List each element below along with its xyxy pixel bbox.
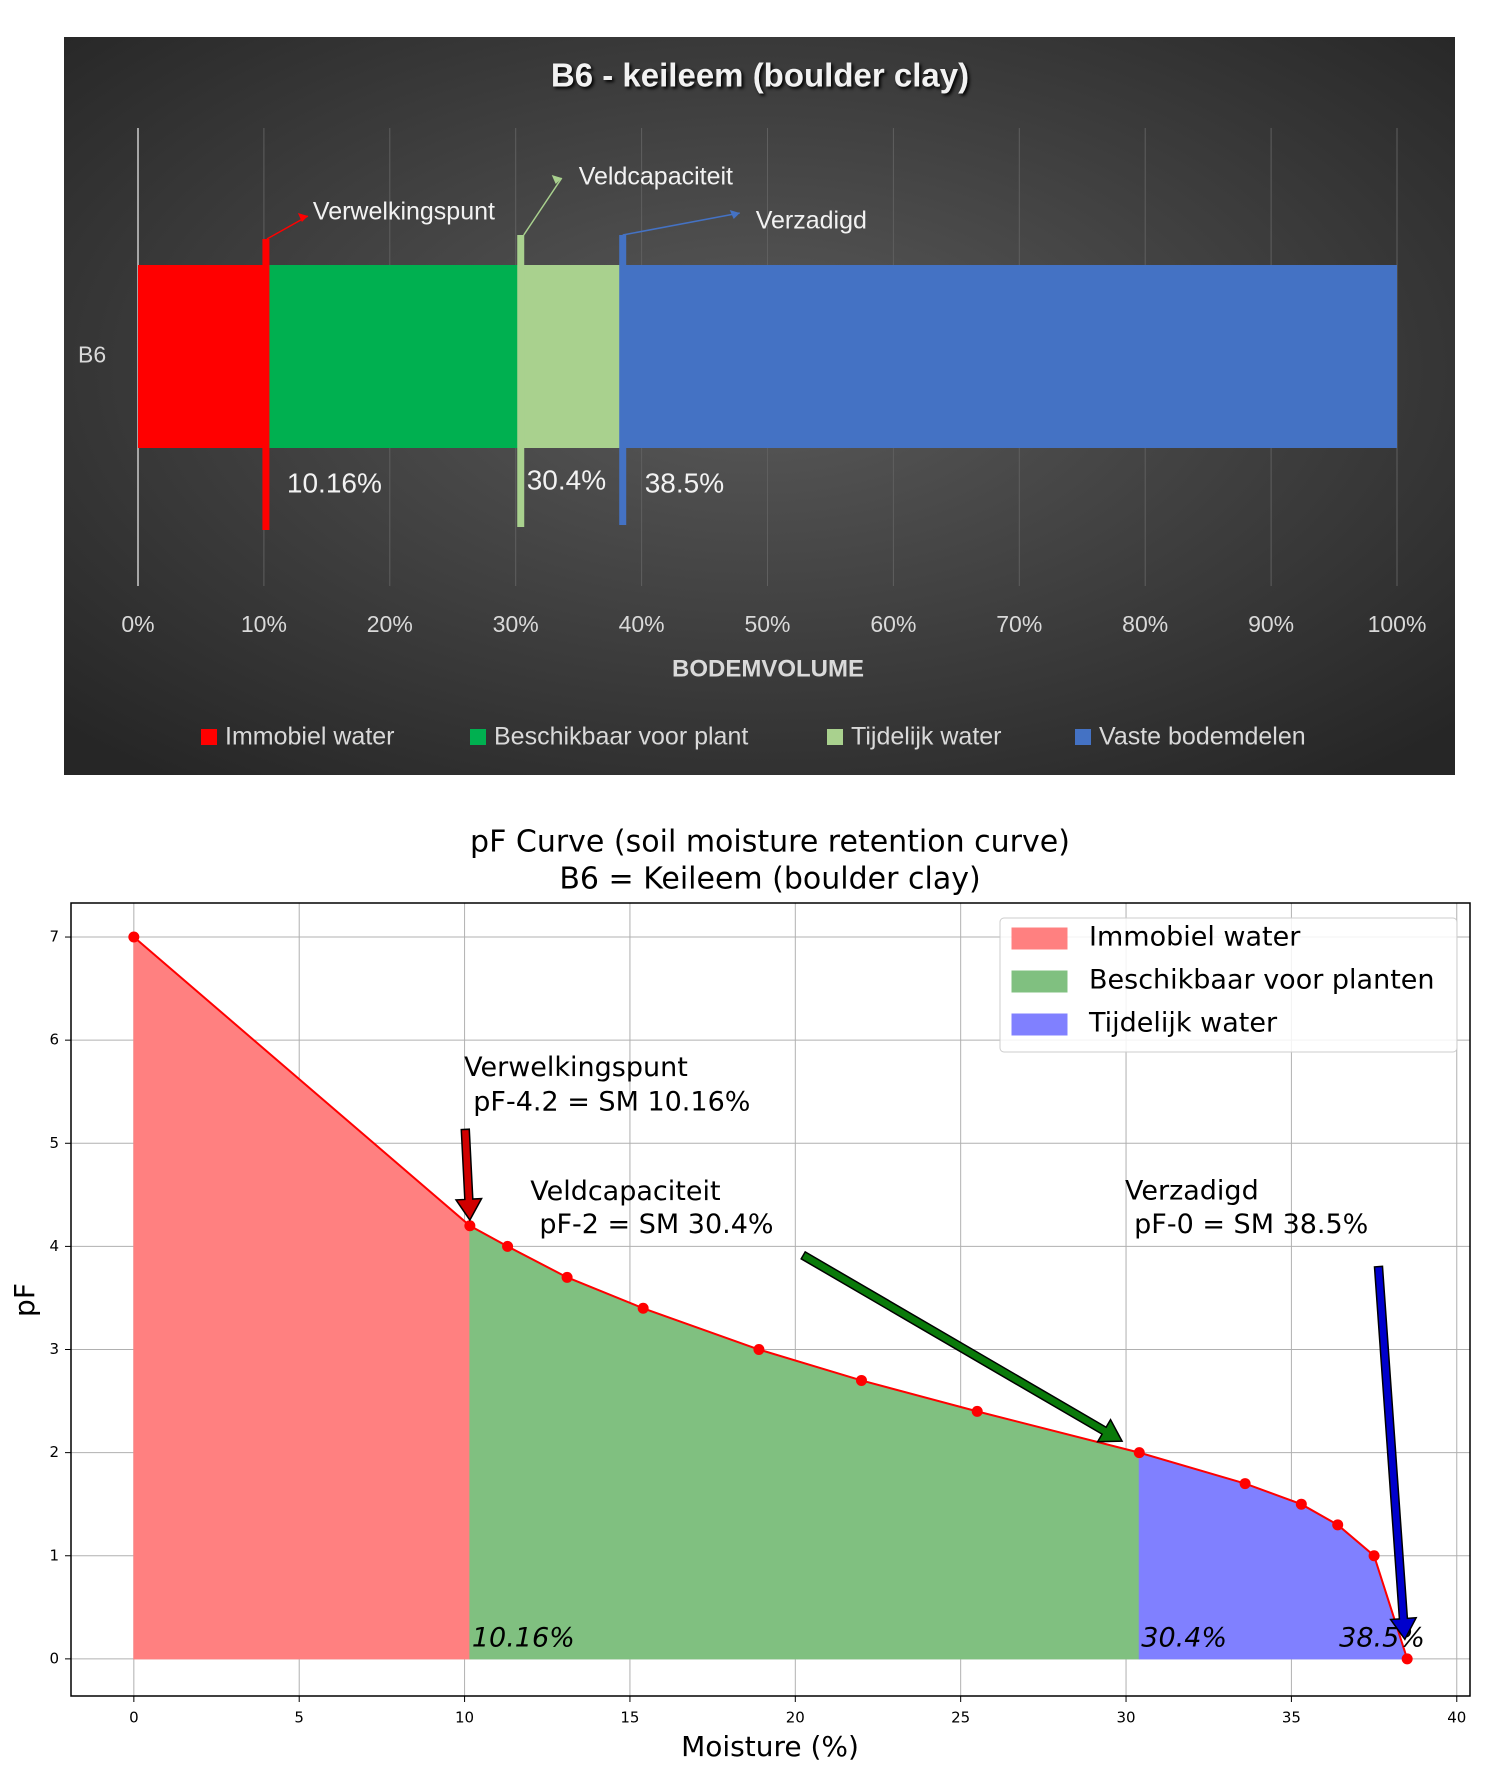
legend-swatch [1075, 729, 1091, 745]
x-tick-label: 15 [620, 1709, 639, 1727]
annotation-label: Verwelkingspunt [464, 1052, 688, 1083]
legend-swatch [201, 729, 217, 745]
point [1239, 1478, 1251, 1490]
x-tick-label: 60% [870, 611, 916, 637]
x-tick-label: 25 [951, 1709, 970, 1727]
x-tick-label: 40 [1447, 1709, 1466, 1727]
arrow-head [729, 210, 740, 219]
y-tick-label: 2 [49, 1443, 59, 1461]
annotation-label: Verwelkingspunt [313, 198, 495, 226]
point [502, 1240, 514, 1252]
chart-subtitle: B6 = Keileem (boulder clay) [559, 862, 980, 897]
legend-label: Vaste bodemdelen [1099, 723, 1306, 751]
y-tick-label: 6 [49, 1031, 59, 1049]
value-label: 38.5% [645, 467, 724, 498]
legend-swatch [1011, 1013, 1068, 1036]
area [469, 1224, 1140, 1660]
point [1368, 1550, 1380, 1562]
legend-swatch [827, 729, 843, 745]
x-tick-label: 0% [121, 611, 154, 637]
point [971, 1405, 983, 1417]
point [1295, 1498, 1307, 1510]
value-label: 10.16% [287, 467, 382, 498]
point [561, 1271, 573, 1283]
annotation-label: Verzadigd [1125, 1176, 1259, 1207]
boundary-label: 10.16% [472, 1622, 575, 1653]
x-axis-label: Moisture (%) [681, 1730, 859, 1763]
legend-swatch [470, 729, 486, 745]
x-tick-label: 70% [996, 611, 1042, 637]
legend-swatch [1011, 927, 1068, 950]
x-tick-label: 5 [294, 1709, 304, 1727]
annotation-label: Veldcapaciteit [579, 163, 733, 191]
x-tick-label: 35 [1282, 1709, 1301, 1727]
arrow-head [297, 213, 308, 222]
y-tick-label: 1 [49, 1546, 59, 1564]
x-tick-label: 40% [619, 611, 665, 637]
x-tick-label: 0 [129, 1709, 139, 1727]
arrow [800, 1250, 1124, 1443]
legend-box [999, 917, 1458, 1053]
bar-segment [622, 265, 1397, 448]
legend-label: Tijdelijk water [851, 723, 1002, 751]
point [637, 1302, 649, 1314]
annotation-label: Verzadigd [756, 207, 867, 235]
callout-arrow [523, 177, 563, 236]
x-tick-label: 30% [493, 611, 539, 637]
bar-chart: B6 - keileem (boulder clay) BODEMVOLUME … [64, 37, 1455, 775]
arrow [1373, 1265, 1418, 1641]
x-tick-label: 10% [241, 611, 287, 637]
legend-label: Immobiel water [1089, 922, 1301, 953]
x-tick-label: 20 [786, 1709, 805, 1727]
y-axis-label: pF [8, 1283, 41, 1317]
x-tick-label: 30 [1116, 1709, 1135, 1727]
area [133, 935, 471, 1660]
bar-segment [265, 265, 521, 448]
legend-label: Beschikbaar voor planten [1089, 965, 1435, 996]
x-tick-label: 50% [744, 611, 790, 637]
x-axis-label: BODEMVOLUME [672, 655, 864, 682]
arrow-head [551, 175, 562, 184]
x-tick-label: 90% [1248, 611, 1294, 637]
point [753, 1344, 765, 1356]
x-tick-label: 80% [1122, 611, 1168, 637]
x-tick-label: 100% [1368, 611, 1427, 637]
y-tick-label: 0 [49, 1649, 59, 1667]
value-label: 30.4% [527, 464, 606, 495]
callout-arrow [622, 212, 740, 236]
point [464, 1220, 476, 1232]
chart-title: pF Curve (soil moisture retention curve) [470, 825, 1070, 860]
legend-label: Tijdelijk water [1088, 1008, 1278, 1039]
legend-label: Immobiel water [225, 723, 395, 751]
y-tick-label: 3 [49, 1340, 59, 1358]
x-tick-label: 10 [455, 1709, 474, 1727]
y-tick-label: 5 [49, 1134, 59, 1152]
boundary-label: 30.4% [1141, 1622, 1227, 1653]
legend-swatch [1011, 970, 1068, 993]
point [1401, 1653, 1413, 1665]
y-tick-label: 7 [49, 928, 59, 946]
point [855, 1374, 867, 1386]
point [1332, 1519, 1344, 1531]
annotation-label: pF-0 = SM 38.5% [1134, 1209, 1368, 1240]
y-tick-label: 4 [49, 1237, 59, 1255]
line-chart: pF Curve (soil moisture retention curve)… [8, 825, 1471, 1763]
bar-segment [138, 265, 266, 448]
annotation-label: pF-4.2 = SM 10.16% [473, 1087, 750, 1118]
y-tick-label: B6 [78, 342, 106, 368]
x-tick-label: 20% [367, 611, 413, 637]
line [133, 936, 1409, 1660]
plot-frame [70, 902, 1471, 1697]
chart-title: B6 - keileem (boulder clay) [551, 57, 969, 94]
legend-label: Beschikbaar voor plant [494, 723, 748, 751]
point [1133, 1447, 1145, 1459]
annotation-label: Veldcapaciteit [530, 1176, 720, 1207]
arrow [454, 1128, 483, 1222]
bar-segment [520, 265, 623, 448]
annotation-label: pF-2 = SM 30.4% [539, 1209, 773, 1240]
point [128, 931, 140, 943]
